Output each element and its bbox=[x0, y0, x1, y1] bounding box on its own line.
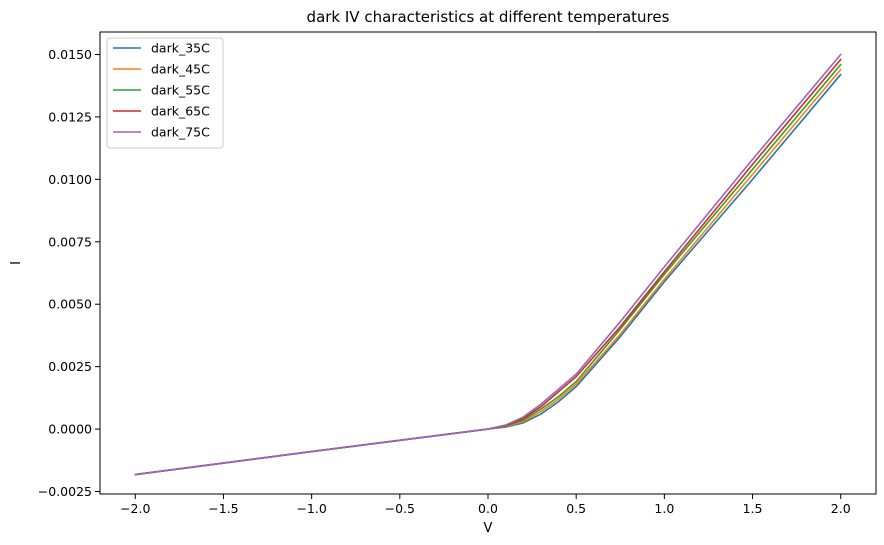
y-tick-label: 0.0050 bbox=[48, 297, 92, 312]
y-tick-label: 0.0000 bbox=[48, 422, 92, 437]
series-line-dark_75C bbox=[134, 53, 842, 476]
y-tick-label: −0.0025 bbox=[38, 484, 92, 499]
legend-label: dark_65C bbox=[151, 104, 210, 119]
y-axis: −0.0025 0.0000 0.0025 0.0050 0.0075 0.0100 0.0… bbox=[38, 47, 100, 499]
legend: dark_35C dark_45C dark_55C dark_65C dark_75C bbox=[106, 37, 224, 149]
y-tick-label: 0.0025 bbox=[48, 359, 92, 374]
x-tick-label: 1.5 bbox=[743, 501, 763, 516]
series-layer bbox=[134, 53, 842, 476]
x-tick-label: 1.0 bbox=[654, 501, 674, 516]
x-axis-label: V bbox=[484, 521, 493, 536]
legend-box bbox=[106, 37, 224, 149]
chart-title: dark IV characteristics at different tem… bbox=[307, 8, 670, 26]
x-axis: −2.0 −1.5 −1.0 −0.5 0.0 0.5 1.0 1.5 2.0 bbox=[120, 494, 851, 516]
legend-label: dark_45C bbox=[151, 62, 210, 77]
x-tick-label: 0.0 bbox=[478, 501, 498, 516]
y-axis-label: I bbox=[9, 261, 24, 265]
y-tick-label: 0.0075 bbox=[48, 234, 92, 249]
legend-label: dark_35C bbox=[151, 41, 210, 56]
y-tick-label: 0.0125 bbox=[48, 109, 92, 124]
y-tick-label: 0.0100 bbox=[48, 172, 92, 187]
x-tick-label: −1.5 bbox=[208, 501, 238, 516]
legend-label: dark_75C bbox=[151, 125, 210, 140]
x-tick-label: −1.0 bbox=[296, 501, 326, 516]
x-tick-label: −0.5 bbox=[385, 501, 415, 516]
x-tick-label: 0.5 bbox=[566, 501, 586, 516]
y-tick-label: 0.0150 bbox=[48, 47, 92, 62]
legend-label: dark_55C bbox=[151, 83, 210, 98]
plot-area bbox=[99, 31, 877, 495]
x-tick-label: −2.0 bbox=[120, 501, 150, 516]
x-tick-label: 2.0 bbox=[831, 501, 851, 516]
